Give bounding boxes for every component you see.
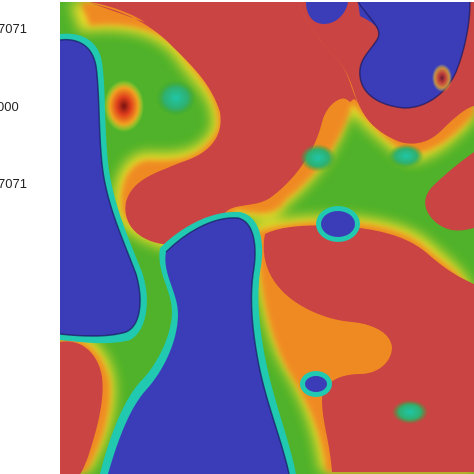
red-hotspot xyxy=(104,80,144,132)
y-tick-label-middle: 000 xyxy=(0,99,19,114)
domain-outlines xyxy=(60,2,471,474)
blue-island-low xyxy=(305,376,327,392)
interior-spots xyxy=(104,64,452,424)
red-domain-bottom-island xyxy=(332,420,377,467)
y-tick-label-top: 7071 xyxy=(0,21,27,36)
y-tick-label-bottom: 7071 xyxy=(0,176,27,191)
low-phase-domains xyxy=(60,2,470,474)
orange-spot-top-right xyxy=(432,64,452,92)
phase-field-image xyxy=(60,2,474,474)
teal-spot-bottom xyxy=(392,400,428,424)
phase-field-plot xyxy=(60,2,474,474)
teal-spot-right xyxy=(388,144,424,168)
teal-spot-center xyxy=(300,144,336,172)
blue-domain-center xyxy=(108,217,289,474)
blue-domain-left xyxy=(60,39,141,337)
red-domain-right xyxy=(425,152,474,231)
red-domain-bottom-left xyxy=(60,341,103,474)
teal-spot-upper-left xyxy=(156,80,196,116)
blue-island-mid xyxy=(321,211,355,237)
blue-domain-small-top xyxy=(306,2,348,24)
